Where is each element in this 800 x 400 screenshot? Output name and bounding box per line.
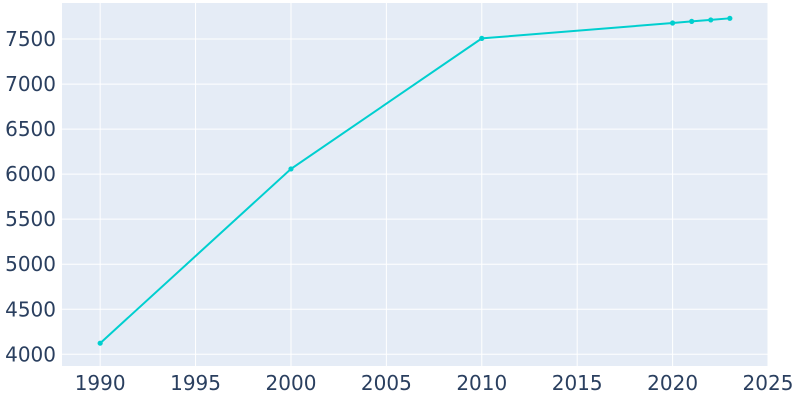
y-axis-tick-labels: 4000 4500 5000 5500 6000 6500 7000 7500: [5, 27, 56, 366]
data-point: [727, 15, 733, 21]
x-tick-label: 2005: [361, 371, 412, 395]
y-gridlines: [62, 38, 768, 355]
x-gridlines: [99, 3, 769, 366]
x-tick-label: 2015: [552, 371, 603, 395]
y-tick-label: 5500: [5, 207, 56, 231]
y-tick-label: 6000: [5, 162, 56, 186]
data-point: [669, 20, 676, 26]
y-tick-label: 5000: [5, 252, 56, 276]
x-axis-tick-labels: 1990 1995 2000 2005 2010 2015 2020 2025: [75, 371, 794, 395]
data-points: [97, 15, 733, 346]
y-tick-label: 4500: [5, 297, 56, 321]
y-tick-label: 4000: [5, 342, 56, 366]
y-tick-label: 7500: [5, 27, 56, 51]
x-tick-label: 2000: [266, 371, 317, 395]
plot-area: [62, 3, 768, 366]
data-point: [708, 17, 714, 23]
data-point: [479, 35, 485, 41]
y-tick-label: 7000: [5, 72, 56, 96]
data-point: [97, 340, 103, 346]
x-tick-label: 2025: [743, 371, 794, 395]
x-tick-label: 2010: [456, 371, 507, 395]
data-point: [288, 166, 294, 172]
x-tick-label: 2020: [647, 371, 698, 395]
data-point: [689, 18, 695, 24]
x-tick-label: 1995: [170, 371, 221, 395]
x-tick-label: 1990: [75, 371, 126, 395]
y-tick-label: 6500: [5, 117, 56, 141]
